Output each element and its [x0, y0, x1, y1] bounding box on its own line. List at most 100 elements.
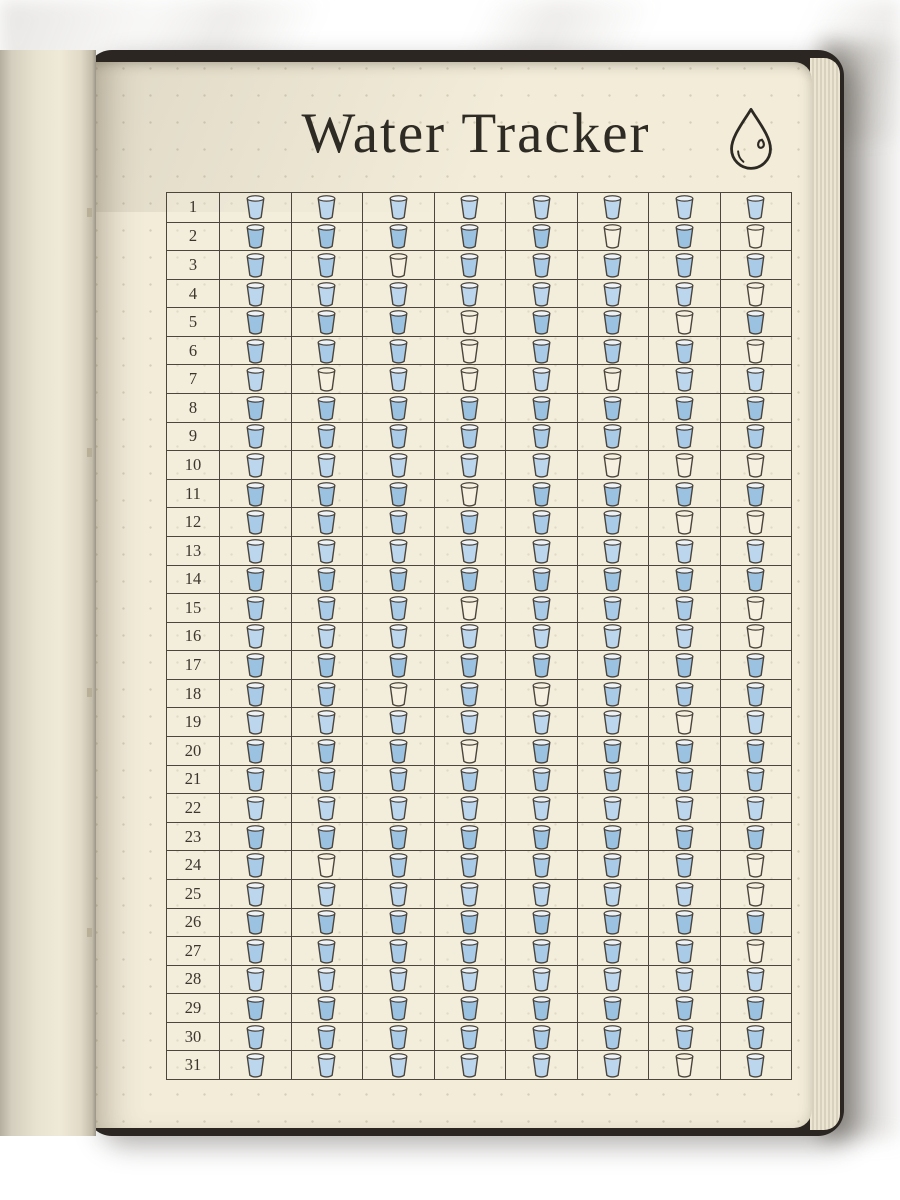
cup-filled-icon[interactable] [362, 364, 434, 394]
cup-filled-icon[interactable] [648, 421, 720, 451]
cup-filled-icon[interactable] [433, 764, 505, 794]
cup-filled-icon[interactable] [290, 678, 362, 708]
cup-filled-icon[interactable] [648, 821, 720, 851]
cup-filled-icon[interactable] [433, 964, 505, 994]
cup-filled-icon[interactable] [505, 793, 577, 822]
cup-filled-icon[interactable] [362, 764, 434, 794]
cup-filled-icon[interactable] [648, 393, 720, 422]
cup-filled-icon[interactable] [719, 421, 791, 451]
cup-filled-icon[interactable] [362, 278, 434, 308]
cup-filled-icon[interactable] [505, 593, 577, 622]
cup-filled-icon[interactable] [219, 907, 291, 937]
cup-filled-icon[interactable] [505, 450, 577, 479]
cup-filled-icon[interactable] [219, 736, 291, 765]
cup-filled-icon[interactable] [505, 1050, 577, 1079]
cup-filled-icon[interactable] [505, 478, 577, 508]
cup-filled-icon[interactable] [219, 1050, 291, 1079]
cup-empty-icon[interactable] [290, 850, 362, 879]
cup-empty-icon[interactable] [362, 250, 434, 279]
cup-filled-icon[interactable] [290, 593, 362, 622]
cup-filled-icon[interactable] [719, 393, 791, 422]
cup-filled-icon[interactable] [719, 821, 791, 851]
cup-filled-icon[interactable] [576, 335, 648, 365]
cup-filled-icon[interactable] [433, 278, 505, 308]
cup-filled-icon[interactable] [433, 793, 505, 822]
cup-filled-icon[interactable] [648, 364, 720, 394]
cup-filled-icon[interactable] [505, 221, 577, 251]
cup-filled-icon[interactable] [433, 993, 505, 1022]
cup-filled-icon[interactable] [576, 821, 648, 851]
cup-filled-icon[interactable] [576, 1050, 648, 1079]
cup-filled-icon[interactable] [576, 964, 648, 994]
cup-filled-icon[interactable] [505, 250, 577, 279]
cup-filled-icon[interactable] [576, 421, 648, 451]
cup-filled-icon[interactable] [719, 364, 791, 394]
cup-filled-icon[interactable] [433, 650, 505, 679]
cup-filled-icon[interactable] [290, 393, 362, 422]
cup-filled-icon[interactable] [505, 535, 577, 565]
cup-filled-icon[interactable] [576, 764, 648, 794]
cup-filled-icon[interactable] [290, 907, 362, 937]
cup-filled-icon[interactable] [362, 850, 434, 879]
cup-filled-icon[interactable] [648, 793, 720, 822]
cup-filled-icon[interactable] [576, 278, 648, 308]
cup-filled-icon[interactable] [290, 621, 362, 651]
cup-empty-icon[interactable] [719, 621, 791, 651]
cup-filled-icon[interactable] [433, 450, 505, 479]
cup-filled-icon[interactable] [219, 593, 291, 622]
cup-filled-icon[interactable] [219, 421, 291, 451]
cup-filled-icon[interactable] [362, 307, 434, 336]
cup-filled-icon[interactable] [290, 478, 362, 508]
cup-filled-icon[interactable] [219, 964, 291, 994]
cup-filled-icon[interactable] [219, 335, 291, 365]
cup-filled-icon[interactable] [362, 650, 434, 679]
cup-filled-icon[interactable] [290, 421, 362, 451]
cup-filled-icon[interactable] [505, 821, 577, 851]
cup-filled-icon[interactable] [576, 907, 648, 937]
cup-filled-icon[interactable] [648, 1021, 720, 1051]
cup-filled-icon[interactable] [433, 221, 505, 251]
cup-filled-icon[interactable] [576, 650, 648, 679]
cup-filled-icon[interactable] [219, 678, 291, 708]
cup-filled-icon[interactable] [362, 535, 434, 565]
cup-filled-icon[interactable] [576, 1021, 648, 1051]
cup-filled-icon[interactable] [433, 535, 505, 565]
cup-filled-icon[interactable] [433, 507, 505, 536]
cup-filled-icon[interactable] [505, 850, 577, 879]
cup-filled-icon[interactable] [505, 364, 577, 394]
cup-filled-icon[interactable] [219, 621, 291, 651]
cup-filled-icon[interactable] [290, 1021, 362, 1051]
cup-filled-icon[interactable] [505, 507, 577, 536]
cup-filled-icon[interactable] [648, 335, 720, 365]
cup-empty-icon[interactable] [719, 593, 791, 622]
cup-empty-icon[interactable] [648, 507, 720, 536]
cup-filled-icon[interactable] [290, 278, 362, 308]
cup-filled-icon[interactable] [505, 736, 577, 765]
cup-empty-icon[interactable] [719, 450, 791, 479]
cup-filled-icon[interactable] [290, 1050, 362, 1079]
cup-filled-icon[interactable] [219, 307, 291, 336]
cup-filled-icon[interactable] [648, 478, 720, 508]
cup-filled-icon[interactable] [719, 707, 791, 737]
cup-empty-icon[interactable] [505, 678, 577, 708]
cup-filled-icon[interactable] [719, 1050, 791, 1079]
cup-filled-icon[interactable] [505, 707, 577, 737]
cup-filled-icon[interactable] [648, 250, 720, 279]
cup-filled-icon[interactable] [576, 993, 648, 1022]
cup-filled-icon[interactable] [505, 564, 577, 594]
cup-filled-icon[interactable] [219, 993, 291, 1022]
cup-filled-icon[interactable] [219, 364, 291, 394]
cup-filled-icon[interactable] [290, 736, 362, 765]
cup-filled-icon[interactable] [290, 650, 362, 679]
cup-filled-icon[interactable] [219, 650, 291, 679]
cup-filled-icon[interactable] [290, 335, 362, 365]
cup-filled-icon[interactable] [648, 535, 720, 565]
cup-empty-icon[interactable] [719, 936, 791, 965]
cup-filled-icon[interactable] [648, 564, 720, 594]
cup-empty-icon[interactable] [576, 450, 648, 479]
cup-empty-icon[interactable] [719, 221, 791, 251]
cup-filled-icon[interactable] [290, 193, 363, 222]
cup-filled-icon[interactable] [433, 907, 505, 937]
cup-filled-icon[interactable] [719, 250, 791, 279]
cup-filled-icon[interactable] [719, 764, 791, 794]
